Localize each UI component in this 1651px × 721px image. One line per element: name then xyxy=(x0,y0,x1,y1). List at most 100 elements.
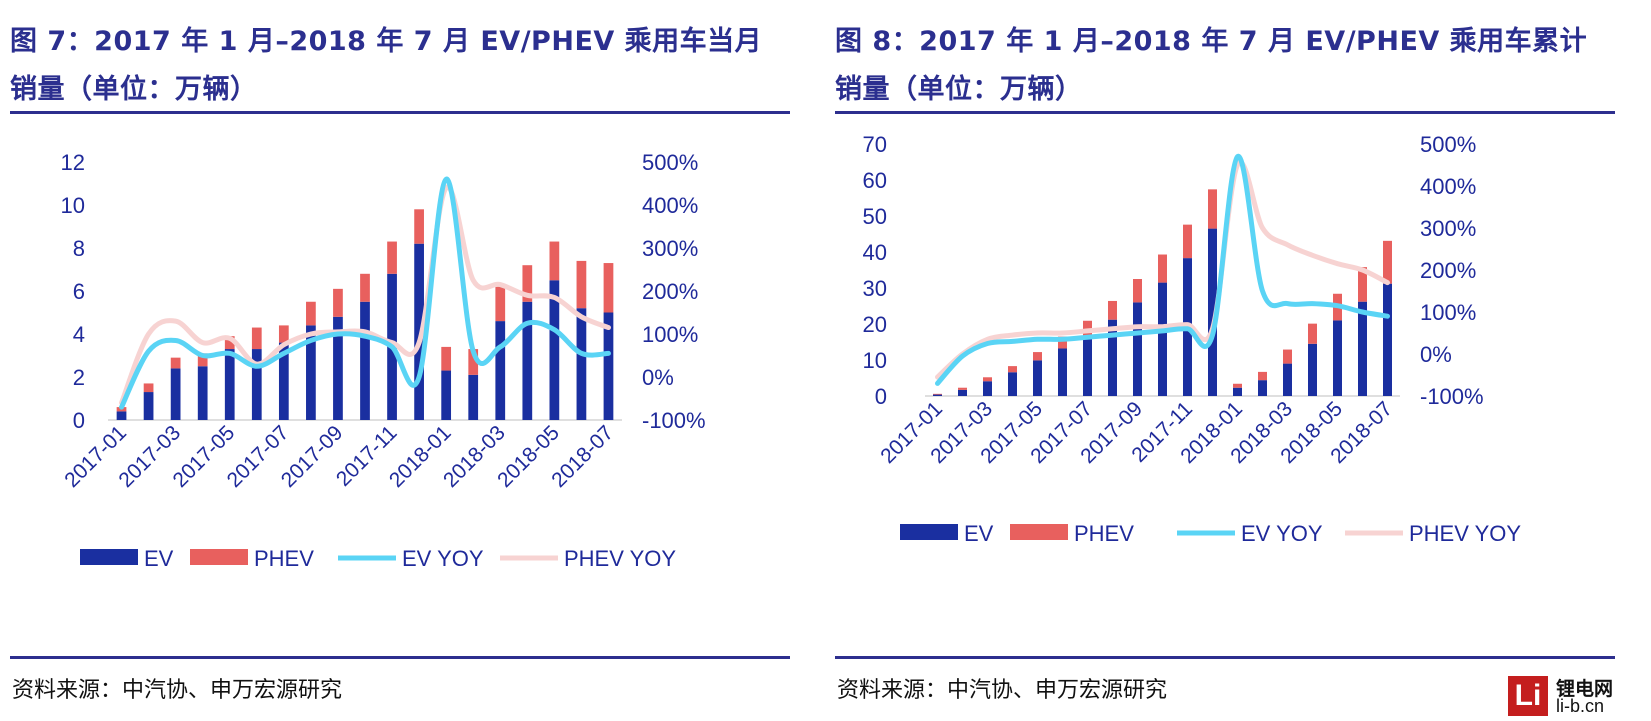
bar-ev xyxy=(1083,335,1092,396)
bar-ev xyxy=(1108,319,1117,396)
bar-ev xyxy=(143,392,154,420)
source-note: 资料来源：中汽协、申万宏源研究 xyxy=(837,678,1168,703)
bar-ev xyxy=(522,301,533,420)
y-tick-label-right: 300% xyxy=(1420,216,1476,241)
brand-logo-icon: Li xyxy=(1508,676,1548,716)
bar-phev xyxy=(495,286,506,322)
y-tick-label-left: 8 xyxy=(73,236,85,261)
bar-ev xyxy=(1008,372,1017,396)
bar-ev xyxy=(1233,387,1242,396)
bar-phev xyxy=(1058,336,1067,349)
bar-ev xyxy=(958,389,967,396)
bar-ev xyxy=(360,301,370,420)
y-tick-label-right: 100% xyxy=(642,322,698,347)
bar-ev xyxy=(333,316,343,420)
bar-phev xyxy=(360,273,370,302)
y-tick-label-left: 4 xyxy=(73,322,85,347)
bar-phev xyxy=(414,209,424,244)
chart-title: 图 8：2017 年 1 月–2018 年 7 月 EV/PHEV 乘用车累计销… xyxy=(835,26,1588,105)
bar-phev xyxy=(278,325,289,343)
bar-ev xyxy=(1358,301,1367,396)
y-tick-label-left: 12 xyxy=(61,150,85,175)
bar-phev xyxy=(1308,323,1317,344)
bar-ev xyxy=(306,325,316,420)
cumulative-sales-chart: 0 10 20 30 40 50 60 70 -100% 0% 100% 200% 300% 400% 50… xyxy=(863,132,1522,546)
bar-phev xyxy=(170,357,181,369)
bar-ev xyxy=(278,342,289,420)
bar-ev xyxy=(197,366,208,420)
y-tick-label-left: 40 xyxy=(863,240,887,265)
bar-phev xyxy=(603,263,614,313)
line-ev-yoy xyxy=(119,176,611,410)
y-tick-label-right: 300% xyxy=(642,236,698,261)
bar-ev xyxy=(414,243,424,420)
legend-label: PHEV YOY xyxy=(1409,521,1521,546)
y-tick-label-left: 20 xyxy=(863,312,887,337)
bar-ev xyxy=(1058,348,1067,396)
legend-label: EV xyxy=(964,521,994,546)
y-tick-label-right: 200% xyxy=(642,279,698,304)
bar-phev xyxy=(224,336,235,350)
bar-ev xyxy=(441,370,452,420)
bar-ev xyxy=(603,312,614,420)
y-tick-label-right: -100% xyxy=(642,408,706,433)
bar-ev xyxy=(1308,343,1317,396)
chart-panel-cumulative: 图 8：2017 年 1 月–2018 年 7 月 EV/PHEV 乘用车累计销… xyxy=(825,0,1625,721)
bar-ev xyxy=(1033,360,1042,396)
bar-ev xyxy=(251,349,262,420)
bar-phev xyxy=(1208,189,1217,229)
bar-phev xyxy=(387,241,397,274)
bar-ev xyxy=(1333,320,1342,396)
chart-title: 图 7：2017 年 1 月–2018 年 7 月 EV/PHEV 乘用车当月销… xyxy=(10,26,763,105)
bar-phev xyxy=(143,383,154,393)
y-tick-label-left: 30 xyxy=(863,276,887,301)
y-tick-label-left: 60 xyxy=(863,168,887,193)
bar-phev xyxy=(306,301,316,326)
bar-ev xyxy=(224,349,235,420)
y-tick-label-right: 500% xyxy=(1420,132,1476,157)
y-tick-label-left: 0 xyxy=(875,384,887,409)
bar-phev xyxy=(958,387,967,390)
y-tick-label-right: 500% xyxy=(642,150,698,175)
y-tick-label-left: 10 xyxy=(863,348,887,373)
y-tick-label-right: 400% xyxy=(642,193,698,218)
title-rule xyxy=(10,111,790,114)
bar-ev xyxy=(1158,282,1167,396)
line-phev-yoy xyxy=(935,159,1390,380)
legend-label: PHEV xyxy=(1074,521,1134,546)
legend-swatch xyxy=(190,549,248,565)
title-rule xyxy=(835,111,1615,114)
y-tick-label-right: 400% xyxy=(1420,174,1476,199)
y-tick-label-left: 2 xyxy=(73,365,85,390)
y-tick-label-left: 6 xyxy=(73,279,85,304)
bar-ev xyxy=(1133,302,1142,396)
footer-rule xyxy=(835,656,1615,659)
y-tick-label-left: 50 xyxy=(863,204,887,229)
brand-domain: li-b.cn xyxy=(1556,696,1605,716)
y-tick-label-right: -100% xyxy=(1420,384,1484,409)
bar-ev xyxy=(1258,380,1267,396)
bar-ev xyxy=(1208,228,1217,396)
legend-swatch xyxy=(1010,524,1068,540)
bar-ev xyxy=(576,308,587,420)
footer-rule xyxy=(10,656,790,659)
bar-phev xyxy=(251,327,262,350)
y-tick-label-right: 0% xyxy=(1420,342,1452,367)
line-ev-yoy xyxy=(935,154,1390,386)
bar-ev xyxy=(549,280,560,420)
chart-panel-monthly: 图 7：2017 年 1 月–2018 年 7 月 EV/PHEV 乘用车当月销… xyxy=(0,0,800,721)
legend-label: PHEV xyxy=(254,546,314,571)
bar-phev xyxy=(1133,279,1142,303)
bar-phev xyxy=(983,377,992,382)
bar-phev xyxy=(1283,349,1292,364)
line-phev-yoy xyxy=(119,184,611,406)
bar-phev xyxy=(1033,352,1042,361)
bar-phev xyxy=(576,260,587,309)
bar-phev xyxy=(933,393,942,395)
bar-phev xyxy=(1258,371,1267,381)
bar-ev xyxy=(1383,283,1392,396)
bar-phev xyxy=(197,353,208,367)
bar-phev xyxy=(1008,366,1017,373)
source-note: 资料来源：中汽协、申万宏源研究 xyxy=(12,678,343,703)
y-tick-label-left: 0 xyxy=(73,408,85,433)
